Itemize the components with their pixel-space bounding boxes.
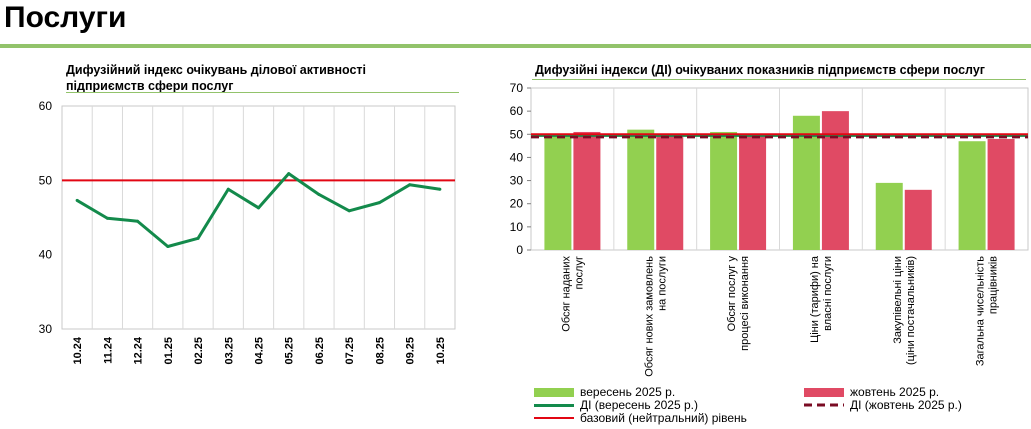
bar-y-tick-label: 40 [510,150,524,164]
line-x-tick-label: 02.25 [193,337,205,365]
di-point [377,201,381,205]
bar-oct [821,111,849,250]
bar-y-tick-label: 20 [510,197,524,211]
bar-category-label: Закупівельні ціни(ціни постачальників) [892,256,917,365]
legend-swatch-di-sep [534,403,574,407]
line-x-tick-label: 10.25 [435,337,447,365]
bar-sep [958,141,986,250]
bar-category-label-line: Обсяг наданих [560,256,572,332]
legend-swatch-di-oct [804,403,844,407]
line-x-tick-label: 09.25 [405,337,417,365]
di-point [136,219,140,223]
page-title: Послуги [4,1,127,34]
legend-item-oct: жовтень 2025 р. [804,385,939,399]
legend-item-di-oct: ДІ (жовтень 2025 р.) [804,398,962,412]
line-chart-title-line-1: Дифузійний індекс очікувань ділової акти… [66,63,367,77]
bar-sep [627,129,655,250]
bar-category-label-line: працівників [988,256,1000,314]
di-point [347,209,351,213]
di-point [317,192,321,196]
legend-label-oct: жовтень 2025 р. [850,385,940,399]
bar-y-tick-label: 50 [510,127,524,141]
line-x-tick-label: 08.25 [374,337,386,365]
di-point [196,236,200,240]
line-x-tick-label: 12.24 [133,336,145,364]
legend-swatch-oct [804,387,844,397]
line-x-tick-label: 04.25 [254,337,266,365]
line-y-tick-label: 40 [39,248,53,262]
di-point [408,183,412,187]
legend-label-di-oct: ДІ (жовтень 2025 р.) [850,398,962,412]
di-point [287,172,291,176]
di-point [166,244,170,248]
legend-item-sep: вересень 2025 р. [534,385,675,399]
bar-sep [710,131,738,250]
line-x-tick-label: 06.25 [314,337,326,365]
legend-label-di-sep: ДІ (вересень 2025 р.) [580,398,698,412]
line-x-tick-label: 11.24 [102,336,114,364]
bar-category-label: Обсяг нових замовленьна послуги [643,256,668,377]
legend-swatch-sep [534,387,574,397]
bar-category-label-line: Ціни (тарифи) на [809,255,821,343]
line-chart-title-rule [66,92,459,93]
bar-category-label-line: процесі виконання [739,256,751,351]
bar-category-label-line: Обсяг нових замовлень [643,256,655,377]
di-point [257,206,260,210]
bar-oct [573,131,601,250]
bar-category-label: Ціни (тарифи) навласні послуги [809,255,834,343]
bar-oct [656,134,684,250]
line-x-tick-label: 05.25 [284,337,296,365]
bar-oct [739,134,767,250]
line-y-tick-label: 30 [39,322,53,336]
bar-category-label-line: Обсяг послуг у [726,256,738,332]
legend-item-baseline: базовий (нейтральний) рівень [534,411,747,425]
line-x-tick-label: 01.25 [163,337,175,365]
legend-label-sep: вересень 2025 р. [580,385,676,399]
bar-category-label-line: на послуги [656,256,668,311]
di-point [75,198,79,202]
di-point [226,187,230,191]
legend-swatch-baseline [534,417,574,419]
line-chart: 30 40 50 60 10.24 11.24 12.24 01.25 02.25 03.25 04… [39,99,456,365]
line-x-tick-label: 10.24 [72,336,84,364]
title-rule [0,44,1031,48]
di-point [105,216,109,220]
bar-category-label-line: власні послуги [822,256,834,331]
line-y-tick-label: 60 [39,99,53,113]
bar-y-tick-label: 30 [510,174,524,188]
bar-sep [544,134,572,250]
bar-category-label-line: послуг [573,256,585,290]
bar-y-tick-label: 60 [510,104,524,118]
line-chart-title-line-2: підприємств сфери послуг [66,79,234,93]
bar-category-label-line: Закупівельні ціни [892,256,904,344]
bar-category-label-line: (ціни постачальників) [905,256,917,365]
bar-oct [904,189,932,250]
bar-category-label-line: Загальна чисельність [975,256,987,366]
bar-y-tick-label: 0 [516,243,523,257]
legend-label-baseline: базовий (нейтральний) рівень [580,411,747,425]
line-x-tick-label: 07.25 [344,337,356,365]
bar-category-label: Загальна чисельністьпрацівників [975,256,1000,366]
bar-chart-title: Дифузійні індекси (ДІ) очікуваних показн… [535,63,985,77]
bar-oct [987,138,1015,250]
bar-chart-legend: вересень 2025 р. жовтень 2025 р. ДІ (вер… [530,384,1030,428]
bar-sep [875,182,903,250]
di-point [438,187,442,191]
line-x-tick-label: 03.25 [223,337,235,365]
line-plot-area [61,105,456,330]
bar-chart-title-rule [532,79,1026,80]
bar-category-label: Обсяг послуг упроцесі виконання [726,256,751,351]
legend-item-di-sep: ДІ (вересень 2025 р.) [534,398,698,412]
bar-category-label: Обсяг наданихпослуг [560,256,585,332]
line-y-tick-label: 50 [39,173,53,187]
bar-y-tick-label: 70 [510,81,524,95]
bar-y-tick-label: 10 [510,220,524,234]
line-chart-title: Дифузійний індекс очікувань ділової акти… [66,62,366,94]
